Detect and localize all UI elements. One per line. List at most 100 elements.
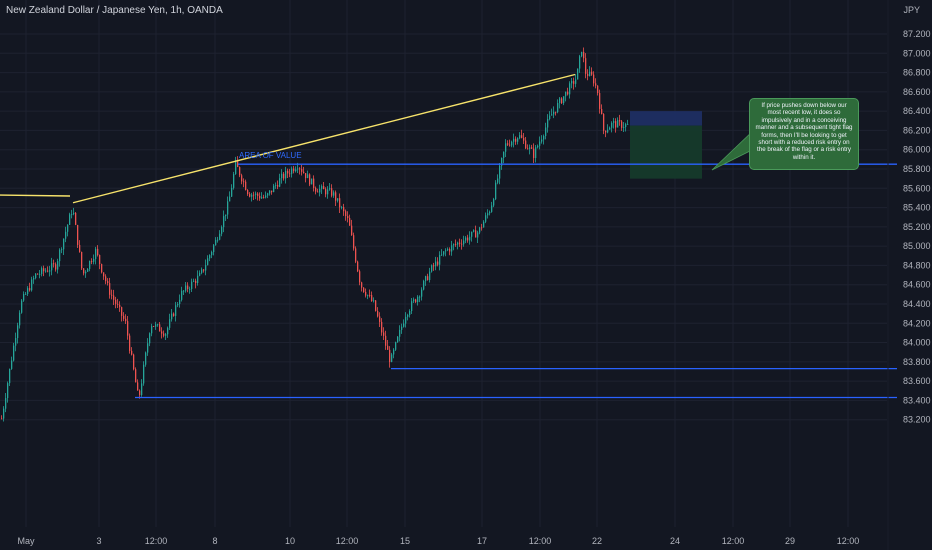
candle-body [283, 173, 285, 179]
candle-body [271, 190, 273, 193]
candle-body [233, 174, 235, 188]
candle-body [591, 71, 593, 75]
candle-body [17, 325, 19, 339]
candle-body [153, 326, 155, 327]
candle-body [615, 121, 617, 128]
candle-body [99, 255, 101, 265]
candle-body [33, 278, 35, 280]
candle-body [363, 287, 365, 292]
candle-body [113, 295, 115, 300]
y-tick-label: 83.800 [903, 357, 931, 367]
candle-body [497, 178, 499, 183]
candle-body [291, 168, 293, 174]
candle-body [555, 111, 557, 113]
candle-body [251, 194, 253, 197]
candle-body [77, 224, 79, 245]
x-tick-label: 12:00 [529, 536, 552, 546]
candle-body [583, 51, 585, 59]
candle-body [71, 213, 73, 215]
y-tick-label: 84.200 [903, 318, 931, 328]
candle-body [43, 268, 45, 272]
candle-body [219, 233, 221, 240]
candle-body [181, 290, 183, 300]
candle-body [483, 221, 485, 228]
candle-body [289, 173, 291, 175]
x-tick-label: 12:00 [837, 536, 860, 546]
candle-body [545, 127, 547, 137]
candle-body [513, 138, 515, 142]
trade-note[interactable]: If price pushes down below our most rece… [749, 98, 859, 170]
candle-body [79, 244, 81, 252]
candle-body [515, 138, 517, 142]
candle-body [163, 333, 165, 336]
candle-body [605, 130, 607, 133]
candle-body [543, 136, 545, 140]
candle-body [53, 263, 55, 265]
x-tick-label: 10 [285, 536, 295, 546]
candle-body [61, 249, 63, 251]
candle-body [39, 273, 41, 275]
y-tick-label: 86.800 [903, 68, 931, 78]
axis-currency-label: JPY [903, 5, 920, 15]
candle-body [37, 273, 39, 275]
candle-body [155, 324, 157, 327]
x-tick-label: 12:00 [336, 536, 359, 546]
candle-body [529, 147, 531, 149]
candle-body [165, 334, 167, 336]
candle-body [511, 141, 513, 146]
candle-body [161, 331, 163, 334]
y-tick-label: 85.000 [903, 241, 931, 251]
candle-body [197, 275, 199, 283]
candle-body [83, 268, 85, 274]
candle-body [315, 187, 317, 192]
candle-body [361, 282, 363, 288]
candle-body [323, 186, 325, 190]
x-tick-label: 29 [785, 536, 795, 546]
x-tick-label: 17 [477, 536, 487, 546]
candle-body [461, 243, 463, 245]
candle-body [469, 236, 471, 241]
candle-body [295, 169, 297, 172]
candle-body [103, 272, 105, 277]
candle-body [35, 273, 37, 279]
candle-body [29, 288, 31, 291]
candle-body [321, 186, 323, 189]
candle-body [139, 390, 141, 395]
candle-body [209, 255, 211, 259]
chart-title: New Zealand Dollar / Japanese Yen, 1h, O… [6, 5, 223, 16]
candle-body [31, 279, 33, 291]
candle-body [477, 232, 479, 238]
candle-body [481, 227, 483, 229]
candle-body [415, 299, 417, 303]
candle-body [111, 294, 113, 296]
candle-body [533, 148, 535, 158]
candle-body [189, 288, 191, 290]
candle-body [7, 383, 9, 399]
candle-body [49, 270, 51, 272]
candle-body [433, 265, 435, 267]
candle-body [41, 268, 43, 274]
candle-body [285, 170, 287, 179]
candle-body [383, 332, 385, 336]
candle-body [537, 145, 539, 148]
candle-body [525, 140, 527, 149]
candle-body [69, 214, 71, 225]
candle-body [9, 368, 11, 384]
x-tick-label: 24 [670, 536, 680, 546]
candle-body [105, 276, 107, 282]
candle-body [237, 160, 239, 168]
candle-body [625, 124, 627, 128]
candle-body [353, 235, 355, 249]
candle-body [141, 383, 143, 395]
candle-body [517, 138, 519, 142]
candle-body [539, 141, 541, 146]
candle-body [563, 96, 565, 104]
candle-body [541, 139, 543, 142]
candle-body [435, 261, 437, 267]
candle-body [211, 251, 213, 256]
candle-body [365, 291, 367, 296]
area-of-value-label: AREA OF VALUE [239, 151, 302, 160]
candle-body [455, 244, 457, 245]
candle-body [95, 248, 97, 259]
